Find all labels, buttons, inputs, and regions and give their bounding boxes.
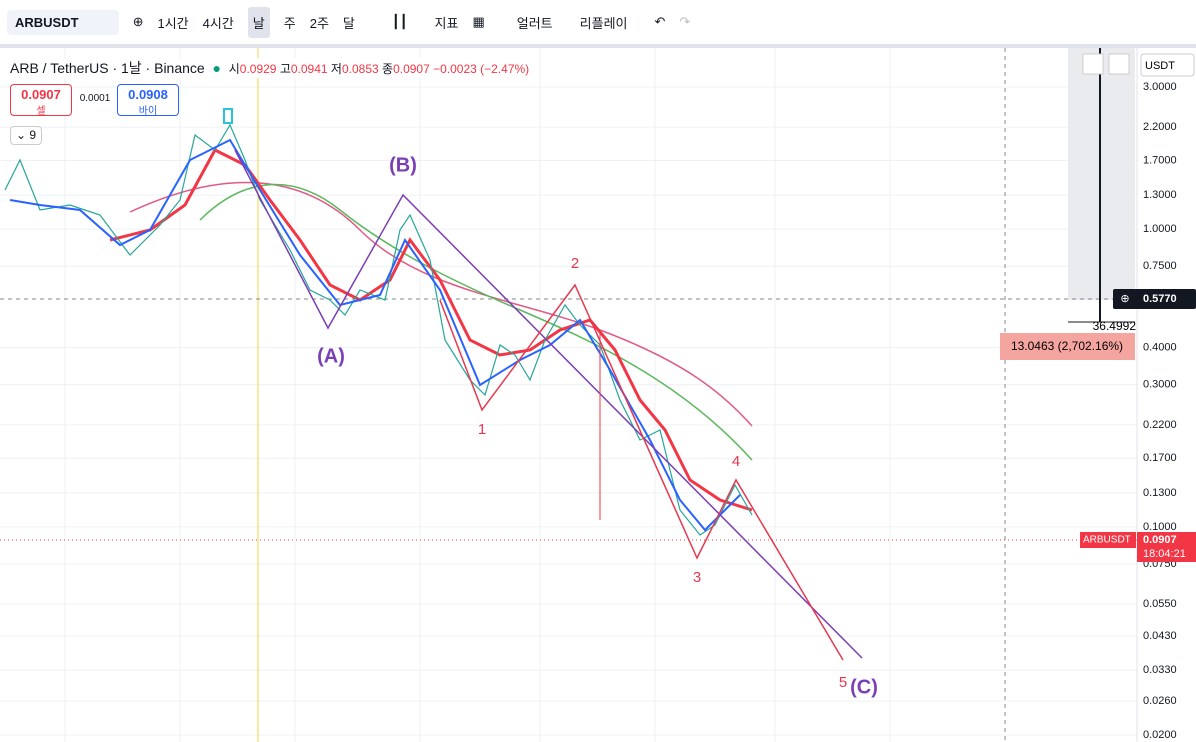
buy-label: 바이 [138, 106, 158, 117]
indicators[interactable]: 지표 [434, 15, 459, 31]
price-tick-label: 0.1300 [1143, 487, 1177, 499]
price-tick-label: 0.4000 [1143, 341, 1177, 353]
abc-labels: (A) (B) (C) [317, 154, 878, 698]
currency-button[interactable] [1140, 53, 1195, 77]
price-tick-label: 0.1000 [1143, 521, 1177, 533]
buy-button[interactable]: 0.0908 바이 [117, 84, 179, 117]
measure-label: 13.0463 (2,702.16%) [1011, 339, 1123, 353]
price-tick-label: 1.0000 [1143, 223, 1177, 235]
chart-type[interactable]: ┃┃ [391, 14, 408, 29]
reset-button[interactable] [1108, 53, 1130, 75]
interval[interactable]: 날 [247, 6, 270, 38]
price-tick-label: 0.0550 [1143, 598, 1177, 610]
wave-impulse [439, 283, 844, 661]
price-tick-label: 0.0260 [1143, 695, 1177, 707]
plus-icon[interactable]: ⊕ [1120, 293, 1129, 305]
last-symbol: ARBUSDT [1083, 535, 1131, 546]
price-tick-label: 0.1700 [1143, 452, 1177, 464]
change: −0.0023 (−2.47%) [433, 62, 530, 76]
price-tick-label: 1.3000 [1143, 189, 1177, 201]
wave-abc [234, 149, 863, 659]
ohlc-value: 0.0853 [341, 62, 379, 76]
interval[interactable]: 1시간 [157, 15, 189, 31]
interval[interactable]: 2주 [309, 15, 329, 31]
vertical-grid [64, 48, 891, 742]
price-tick-label: 0.2200 [1143, 419, 1177, 431]
price-tick-label: 0.3000 [1143, 379, 1177, 391]
grid [0, 86, 1137, 736]
last-symbol-box [1080, 532, 1136, 548]
interval[interactable]: 4시간 [202, 15, 234, 31]
ohlc-label: 종 [382, 62, 394, 76]
wave-label: (A) [317, 345, 345, 367]
price-tick-label: 2.2000 [1143, 121, 1177, 133]
measure-box [1000, 333, 1135, 360]
measure-top: 36.4992 [1093, 319, 1137, 333]
toolbar: ARBUSDT ⊕ 1시간 4시간 날 주 2주 달 ┃┃ 지표 ▦ 얼러트 리… [0, 0, 1196, 48]
indicator-toggle[interactable]: ⌄ 9 [10, 126, 42, 145]
redo[interactable]: ↷ [679, 14, 691, 29]
impulse-labels: 1 2 3 4 5 [478, 255, 847, 691]
ma-mid [199, 183, 753, 461]
sell-button[interactable]: 0.0907 셀 [10, 84, 72, 117]
price-tick-label: 0.7500 [1143, 260, 1177, 272]
marker [223, 108, 233, 124]
indicator-count: 9 [29, 128, 37, 142]
legend: ARB / TetherUS · 1날 · Binance ● 시0.0929 … [10, 58, 530, 78]
measure-area [1068, 48, 1135, 300]
interval[interactable]: 주 [283, 15, 296, 31]
crosshair-price: 0.5770 [1143, 293, 1177, 305]
currency: USDT [1145, 60, 1175, 72]
ma-blue [9, 138, 741, 532]
price-tick-label: 0.0430 [1143, 630, 1177, 642]
wave-label: (C) [850, 676, 878, 698]
ohlc-value: 0.0941 [290, 62, 328, 76]
price-tick-label: 1.7000 [1143, 154, 1177, 166]
ma-long [129, 181, 753, 427]
price-tick-label: 0.0330 [1143, 664, 1177, 676]
wave-label: 1 [478, 421, 486, 438]
price-axis [1137, 48, 1196, 742]
sell-label: 셀 [36, 106, 46, 117]
wave-label: 5 [839, 674, 847, 691]
price-tick-label: 3.0000 [1143, 81, 1177, 93]
moving-averages [4, 123, 753, 536]
replay[interactable]: 리플레이 [579, 15, 628, 31]
add[interactable]: ⊕ [132, 14, 144, 29]
ma-fast [109, 148, 753, 512]
last-price: 0.0907 [1143, 534, 1177, 546]
scroll-button[interactable] [1082, 53, 1104, 75]
sell-price: 0.0907 [21, 87, 61, 102]
ohlc-label: 저 [330, 62, 342, 76]
ohlc-value: 0.0929 [239, 62, 277, 76]
undo[interactable]: ↶ [654, 14, 666, 29]
interval[interactable]: 달 [342, 15, 355, 31]
wave-label: 3 [693, 569, 701, 586]
price-tick-label: 0.0200 [1143, 729, 1177, 741]
wave-label: (B) [389, 154, 417, 176]
symbol-title: ARB / TetherUS · 1날 · Binance [10, 60, 205, 76]
crosshair-price-box [1113, 289, 1196, 309]
ohlc-label: 시 [228, 62, 240, 76]
spread: 0.0001 [78, 93, 112, 104]
price-ticks: 3.0000 2.2000 1.7000 1.3000 1.0000 0.7500 0.40… [1143, 81, 1177, 741]
price-line [4, 123, 753, 536]
countdown: 18:04:21 [1143, 548, 1186, 560]
ohlc-label: 고 [279, 62, 291, 76]
last-price-box [1137, 532, 1196, 562]
wave-label: 4 [732, 453, 740, 470]
buy-price: 0.0908 [128, 87, 168, 102]
ohlc-value: 0.0907 [393, 62, 430, 76]
alert[interactable]: 얼러트 [516, 15, 553, 31]
wave-label: 2 [571, 255, 579, 272]
layouts[interactable]: ▦ [472, 14, 485, 29]
symbol[interactable]: ARBUSDT [7, 9, 119, 35]
